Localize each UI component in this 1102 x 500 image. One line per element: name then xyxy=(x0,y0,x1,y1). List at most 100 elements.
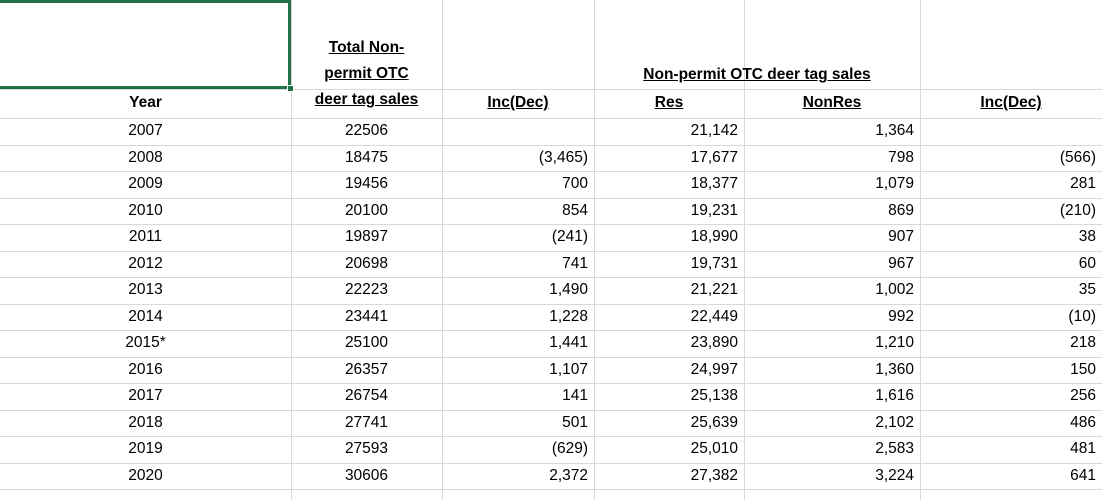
cell-nonres[interactable]: 967 xyxy=(888,255,914,272)
cell-year[interactable]: 2015* xyxy=(125,334,166,351)
cell-inc-dec-2[interactable]: 218 xyxy=(1070,334,1096,351)
cell-year[interactable]: 2017 xyxy=(128,387,163,404)
cell-inc-dec[interactable]: 2,372 xyxy=(549,467,588,484)
cell-total[interactable]: 27593 xyxy=(344,440,389,457)
cell-res[interactable]: 21,221 xyxy=(690,281,738,298)
cell-nonres[interactable]: 2,583 xyxy=(875,440,914,457)
cell-res[interactable]: 23,890 xyxy=(690,334,738,351)
cell-inc-dec[interactable]: 1,228 xyxy=(549,308,588,325)
cell-year[interactable]: 2007 xyxy=(128,122,163,139)
cell-total[interactable]: 19456 xyxy=(344,175,389,192)
cell-year[interactable]: 2014 xyxy=(128,308,163,325)
cell-year[interactable]: 2019 xyxy=(128,440,163,457)
selected-cell[interactable] xyxy=(0,0,291,89)
cell-nonres[interactable]: 992 xyxy=(888,308,914,325)
cell-nonres[interactable]: 3,224 xyxy=(875,467,914,484)
header-total[interactable]: Total Non- permit OTC deer tag sales xyxy=(291,35,442,113)
cell-inc-dec[interactable]: (241) xyxy=(551,228,588,245)
cell-total[interactable]: 25100 xyxy=(344,334,389,351)
cell-inc-dec[interactable]: 854 xyxy=(562,202,588,219)
cell-inc-dec[interactable]: 741 xyxy=(562,255,588,272)
cell-res[interactable]: 24,997 xyxy=(690,361,738,378)
cell-inc-dec-2[interactable]: 256 xyxy=(1070,387,1096,404)
header-res[interactable]: Res xyxy=(654,94,684,111)
cell-inc-dec-2[interactable]: 60 xyxy=(1078,255,1096,272)
cell-res[interactable]: 18,377 xyxy=(690,175,738,192)
cell-nonres[interactable]: 1,616 xyxy=(875,387,914,404)
cell-inc-dec-2[interactable] xyxy=(920,118,1102,144)
cell-year[interactable]: 2020 xyxy=(128,467,163,484)
header-year[interactable]: Year xyxy=(129,94,162,111)
cell-res[interactable]: 18,990 xyxy=(690,228,738,245)
cell-year[interactable]: 2018 xyxy=(128,414,163,431)
cell-total[interactable]: 18475 xyxy=(344,149,389,166)
cell-nonres[interactable]: 907 xyxy=(888,228,914,245)
cell-nonres[interactable]: 798 xyxy=(888,149,914,166)
cell-nonres[interactable]: 1,364 xyxy=(875,122,914,139)
cell-inc-dec-2[interactable]: 486 xyxy=(1070,414,1096,431)
gridline xyxy=(0,410,1102,411)
cell-total[interactable]: 22506 xyxy=(344,122,389,139)
cell-inc-dec[interactable]: 700 xyxy=(562,175,588,192)
cell-inc-dec-2[interactable]: 38 xyxy=(1078,228,1096,245)
cell-res[interactable]: 19,731 xyxy=(690,255,738,272)
fill-handle[interactable] xyxy=(287,85,294,92)
cell-inc-dec[interactable]: 141 xyxy=(562,387,588,404)
cell-year[interactable]: 2016 xyxy=(128,361,163,378)
cell-total[interactable]: 19897 xyxy=(344,228,389,245)
cell-nonres[interactable]: 1,210 xyxy=(875,334,914,351)
cell-inc-dec-2[interactable]: (566) xyxy=(1059,149,1096,166)
cell-inc-dec-2[interactable]: (10) xyxy=(1068,308,1096,325)
cell-total[interactable]: 23441 xyxy=(344,308,389,325)
cell-inc-dec-2[interactable]: 281 xyxy=(1070,175,1096,192)
cell-inc-dec-2[interactable]: 35 xyxy=(1078,281,1096,298)
cell-res[interactable]: 25,639 xyxy=(690,414,738,431)
header-inc-dec[interactable]: Inc(Dec) xyxy=(487,94,549,111)
gridline xyxy=(0,171,1102,172)
cell-year[interactable]: 2009 xyxy=(128,175,163,192)
cell-inc-dec[interactable]: 501 xyxy=(562,414,588,431)
cell-year[interactable]: 2010 xyxy=(128,202,163,219)
cell-nonres[interactable]: 1,002 xyxy=(875,281,914,298)
cell-inc-dec[interactable]: 1,107 xyxy=(549,361,588,378)
cell-total[interactable]: 26357 xyxy=(344,361,389,378)
cell-total[interactable]: 20100 xyxy=(344,202,389,219)
cell-nonres[interactable]: 1,079 xyxy=(875,175,914,192)
header-nonres[interactable]: NonRes xyxy=(802,94,862,111)
cell-inc-dec[interactable]: (3,465) xyxy=(538,149,588,166)
cell-total[interactable]: 26754 xyxy=(344,387,389,404)
cell-inc-dec-2[interactable]: 641 xyxy=(1070,467,1096,484)
cell-inc-dec[interactable]: 1,441 xyxy=(549,334,588,351)
cell-year[interactable]: 2008 xyxy=(128,149,163,166)
cell-res[interactable]: 27,382 xyxy=(690,467,738,484)
cell-year[interactable]: 2011 xyxy=(128,228,163,245)
cell-total[interactable]: 30606 xyxy=(344,467,389,484)
cell-res[interactable]: 19,231 xyxy=(690,202,738,219)
cell-inc-dec[interactable] xyxy=(442,118,594,144)
cell-nonres[interactable]: 869 xyxy=(888,202,914,219)
header-group-title[interactable]: Non-permit OTC deer tag sales xyxy=(643,66,871,83)
cell-inc-dec-2[interactable]: 481 xyxy=(1070,440,1096,457)
cell-res[interactable]: 21,142 xyxy=(690,122,738,139)
cell-year[interactable]: 2013 xyxy=(128,281,163,298)
cell-res[interactable]: 22,449 xyxy=(690,308,738,325)
cell-res[interactable]: 25,138 xyxy=(690,387,738,404)
cell-inc-dec[interactable]: 1,490 xyxy=(549,281,588,298)
cell-inc-dec-2[interactable]: 150 xyxy=(1070,361,1096,378)
cell-inc-dec[interactable]: (629) xyxy=(551,440,588,457)
cell-res[interactable]: 17,677 xyxy=(690,149,738,166)
cell-total[interactable]: 27741 xyxy=(344,414,389,431)
gridline xyxy=(442,0,443,500)
cell-total[interactable]: 22223 xyxy=(344,281,389,298)
gridline xyxy=(594,0,595,500)
cell-res[interactable]: 25,010 xyxy=(690,440,738,457)
cell-nonres[interactable]: 2,102 xyxy=(875,414,914,431)
cell-inc-dec-2[interactable]: (210) xyxy=(1059,202,1096,219)
cell-year[interactable]: 2012 xyxy=(128,255,163,272)
cell-total[interactable]: 20698 xyxy=(344,255,389,272)
cell-nonres[interactable]: 1,360 xyxy=(875,361,914,378)
gridline xyxy=(0,224,1102,225)
header-inc-dec-2[interactable]: Inc(Dec) xyxy=(980,94,1042,111)
gridline xyxy=(0,436,1102,437)
